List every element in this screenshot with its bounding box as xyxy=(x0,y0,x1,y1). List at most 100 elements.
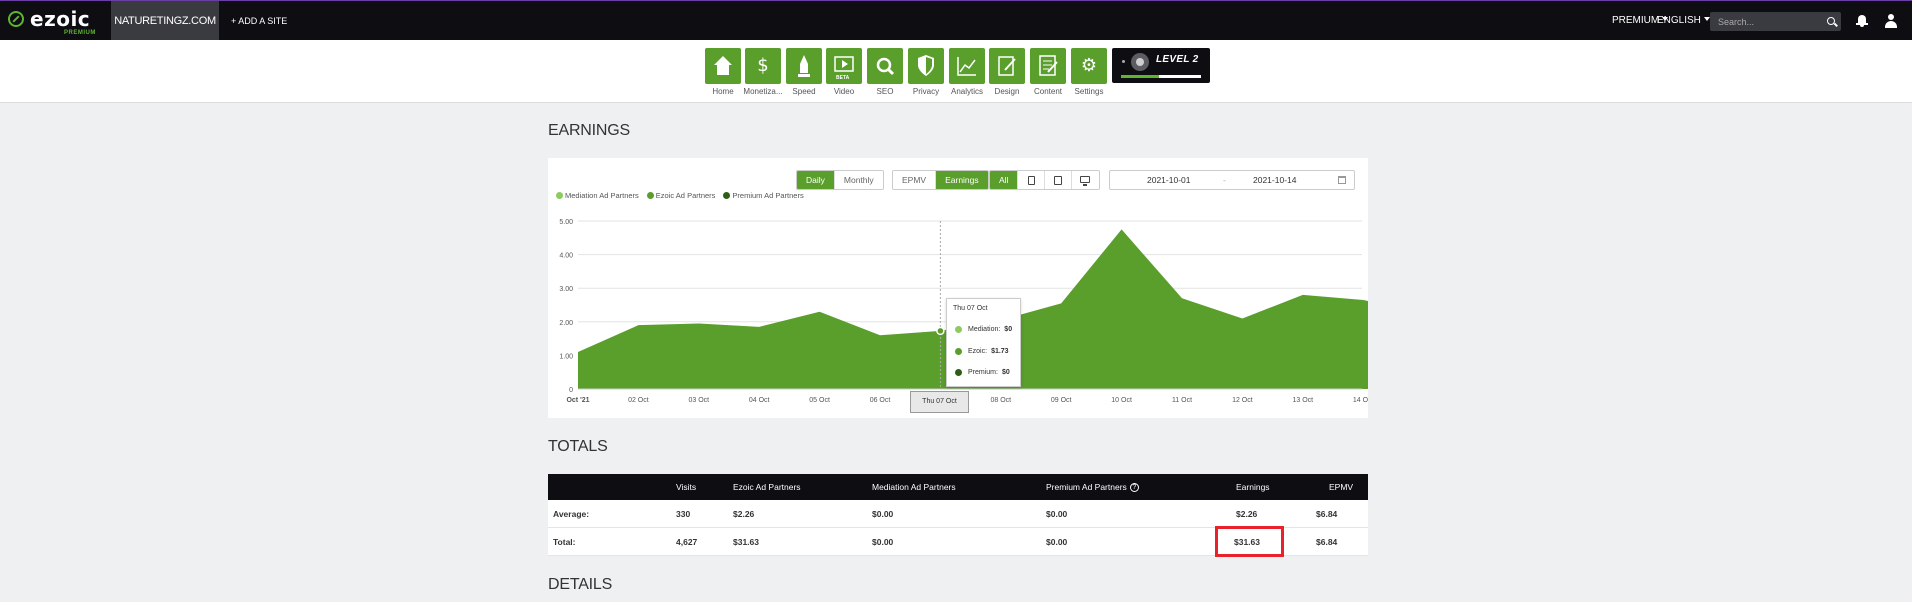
totals-table: Visits Ezoic Ad Partners Mediation Ad Pa… xyxy=(548,474,1368,556)
period-toggle: Daily Monthly xyxy=(796,170,884,190)
monetization-button[interactable]: $ xyxy=(745,48,781,84)
totals-title: TOTALS xyxy=(548,438,608,455)
site-selector-tab[interactable]: NATURETINGZ.COM xyxy=(111,1,219,41)
add-site-link[interactable]: + ADD A SITE xyxy=(231,16,288,26)
app-toolbar: Home $ Monetiza... Speed BETA Video SEO … xyxy=(0,40,1912,103)
nav-content[interactable]: Content xyxy=(1030,48,1066,96)
y-tick-label: 1.00 xyxy=(559,353,573,360)
row-label: Average: xyxy=(553,508,590,519)
premium-header-label: Premium Ad Partners xyxy=(1046,482,1127,492)
desktop-button[interactable] xyxy=(1072,171,1100,189)
table-row-total: Total: 4,627 $31.63 $0.00 $0.00 $31.63 $… xyxy=(548,528,1368,556)
bell-icon[interactable] xyxy=(1856,15,1868,27)
tooltip-value: $0 xyxy=(1001,369,1010,376)
search-input[interactable] xyxy=(1710,12,1820,31)
cell-visits: 4,627 xyxy=(676,536,698,547)
privacy-button[interactable] xyxy=(908,48,944,84)
x-tick-label: 03 Oct xyxy=(688,397,709,404)
search-icon[interactable] xyxy=(1827,17,1835,25)
cell-mediation: $0.00 xyxy=(872,536,894,547)
cell-mediation: $0.00 xyxy=(872,508,894,519)
nav-speed[interactable]: Speed xyxy=(786,48,822,96)
tooltip-row-premium: Premium: $0 xyxy=(955,369,1010,376)
language-menu[interactable]: ENGLISH xyxy=(1657,1,1710,41)
level-progress-fill xyxy=(1121,75,1160,78)
video-button[interactable]: BETA xyxy=(826,48,862,84)
all-devices-button[interactable]: All xyxy=(990,171,1019,189)
nav-label: Home xyxy=(712,87,734,96)
calendar-icon[interactable] xyxy=(1338,176,1346,184)
nav-privacy[interactable]: Privacy xyxy=(908,48,944,96)
legend-label: Premium Ad Partners xyxy=(732,191,804,200)
legend-item-mediation[interactable]: Mediation Ad Partners xyxy=(556,191,639,200)
nav-home[interactable]: Home xyxy=(705,48,741,96)
metric-toggle: EPMV Earnings xyxy=(892,170,989,190)
x-tick-label: 14 Oct xyxy=(1353,397,1368,404)
cell-visits: 330 xyxy=(676,508,691,519)
home-icon xyxy=(714,56,732,75)
cell-premium: $0.00 xyxy=(1046,508,1068,519)
legend-item-ezoic[interactable]: Ezoic Ad Partners xyxy=(646,191,715,200)
x-tick-label: 10 Oct xyxy=(1111,397,1132,404)
gear-icon: ⚙ xyxy=(1080,55,1098,76)
home-button[interactable] xyxy=(705,48,741,84)
tablet-button[interactable] xyxy=(1045,171,1073,189)
seo-button[interactable] xyxy=(867,48,903,84)
nav-label: Content xyxy=(1033,87,1063,96)
premium-menu[interactable]: PREMIUM xyxy=(1612,1,1669,41)
logo-sub: PREMIUM xyxy=(64,30,96,36)
tooltip-row-mediation: Mediation: $0 xyxy=(955,326,1012,333)
nav-label: SEO xyxy=(876,87,894,96)
column-header-visits: Visits xyxy=(676,482,697,492)
x-tick-label: 13 Oct xyxy=(1292,397,1313,404)
magnifier-icon xyxy=(876,57,895,76)
table-row-average: Average: 330 $2.26 $0.00 $0.00 $2.26 $6.… xyxy=(548,500,1368,528)
x-tick-label: 02 Oct xyxy=(628,397,649,404)
help-icon[interactable]: ? xyxy=(1129,482,1139,492)
y-tick-label: 0 xyxy=(569,387,573,394)
level-badge[interactable]: LEVEL 2 xyxy=(1112,48,1210,83)
speed-button[interactable] xyxy=(786,48,822,84)
ezoic-series-area xyxy=(578,229,1368,389)
legend-label: Mediation Ad Partners xyxy=(565,191,639,200)
nav-analytics[interactable]: Analytics xyxy=(949,48,985,96)
nav-design[interactable]: Design xyxy=(989,48,1025,96)
epmv-button[interactable]: EPMV xyxy=(893,171,937,189)
daily-button[interactable]: Daily xyxy=(797,171,835,189)
mobile-button[interactable] xyxy=(1018,171,1046,189)
chevron-down-icon xyxy=(1703,17,1710,21)
nav-monetization[interactable]: $ Monetiza... xyxy=(743,48,783,96)
ezoic-logo[interactable]: ezoic PREMIUM xyxy=(8,7,100,36)
design-icon xyxy=(998,56,1016,76)
monthly-button[interactable]: Monthly xyxy=(834,171,883,189)
user-icon[interactable] xyxy=(1884,14,1898,28)
earnings-chart[interactable]: 0 1.00 2.00 3.00 4.00 5.00 Oct '21 02 Oct 03 Oct… xyxy=(548,158,1368,418)
date-range-picker[interactable]: 2021-10-01 - 2021-10-14 xyxy=(1109,170,1355,190)
nav-settings[interactable]: ⚙ Settings xyxy=(1071,48,1107,96)
tooltip-value: $0 xyxy=(1004,326,1013,333)
design-button[interactable] xyxy=(989,48,1025,84)
earnings-button[interactable]: Earnings xyxy=(936,171,988,189)
nav-label: Monetiza... xyxy=(743,87,783,96)
column-header-mediation: Mediation Ad Partners xyxy=(872,482,956,492)
earnings-total-highlight xyxy=(1215,526,1284,557)
legend-item-premium[interactable]: Premium Ad Partners xyxy=(723,191,804,200)
level-progress-track xyxy=(1121,75,1201,78)
content-button[interactable] xyxy=(1030,48,1066,84)
highlight-point xyxy=(936,326,945,336)
y-tick-label: 3.00 xyxy=(559,286,573,293)
analytics-button[interactable] xyxy=(949,48,985,84)
dollar-icon: $ xyxy=(757,55,769,76)
cell-ezoic: $31.63 xyxy=(733,536,759,547)
settings-button[interactable]: ⚙ xyxy=(1071,48,1107,84)
mobile-icon xyxy=(1028,176,1036,185)
nav-seo[interactable]: SEO xyxy=(867,48,903,96)
nav-label: Settings xyxy=(1074,87,1104,96)
device-toggle: All xyxy=(989,170,1101,190)
nav-video[interactable]: BETA Video xyxy=(826,48,862,96)
y-tick-label: 4.00 xyxy=(559,253,573,260)
search-box xyxy=(1710,12,1841,31)
column-header-earnings: Earnings xyxy=(1236,482,1270,492)
video-icon xyxy=(834,56,854,72)
tablet-icon xyxy=(1054,176,1063,185)
